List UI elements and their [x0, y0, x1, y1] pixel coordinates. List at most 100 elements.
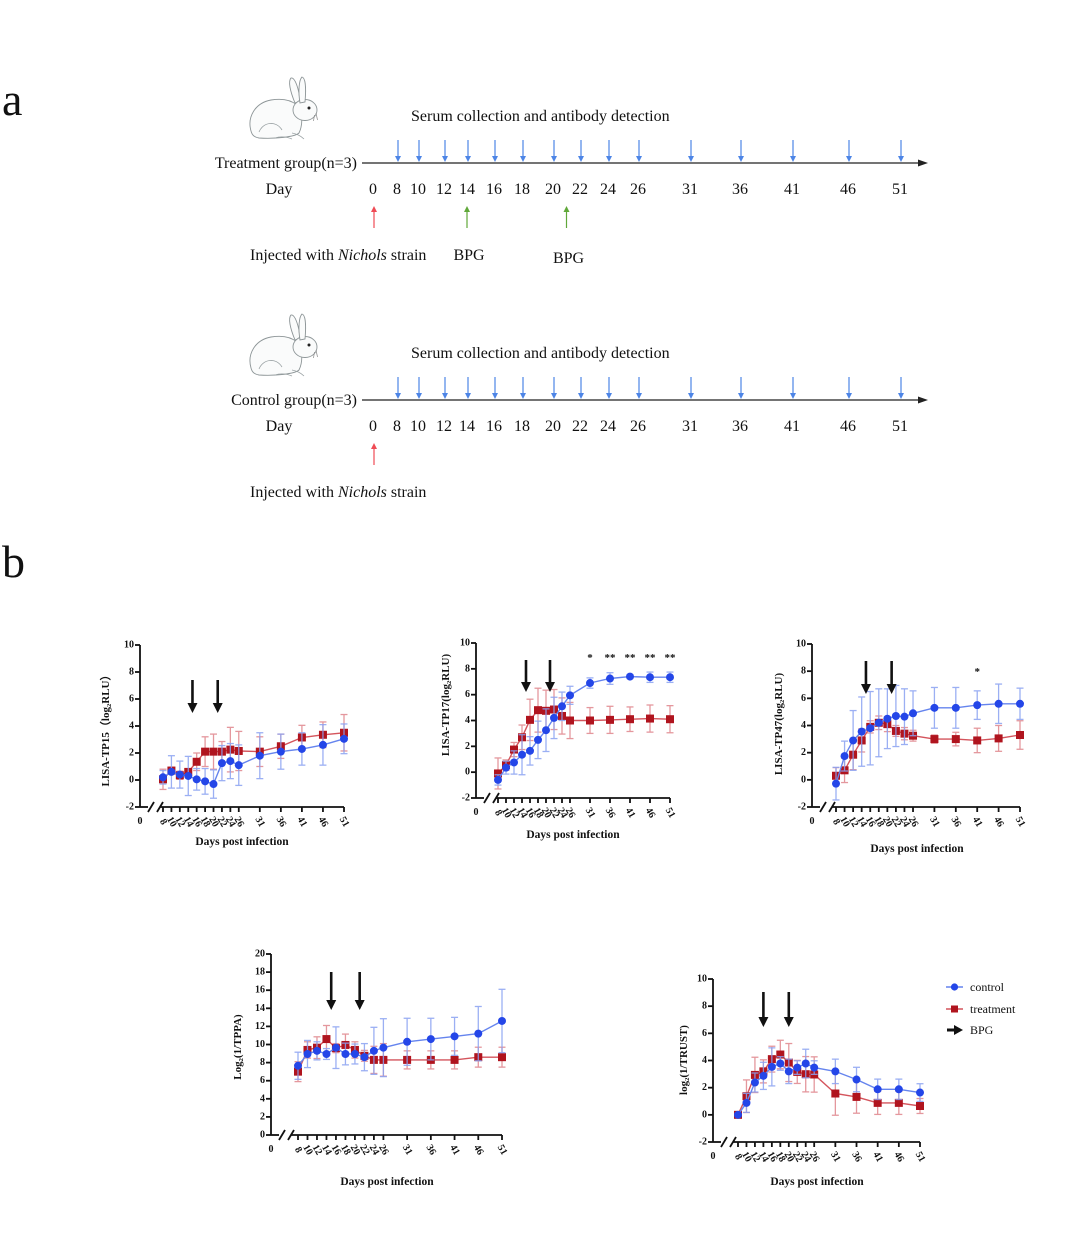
data-point-control [891, 711, 900, 720]
data-point-control [840, 752, 849, 761]
panel-a-timelines: Serum collection and antibody detection T… [215, 76, 928, 501]
data-point-control [542, 726, 550, 735]
data-point-control [379, 1043, 388, 1052]
data-point-control [226, 757, 235, 766]
bpg-label: BPG [553, 250, 585, 267]
x-tick-label: 20 [206, 815, 221, 829]
x-tick-label: 22 [790, 1150, 805, 1164]
day-label: 16 [486, 418, 502, 435]
x-tick-label: 10 [164, 815, 179, 829]
y-tick-label: 2 [260, 1111, 265, 1122]
injection-label-suffix: strain [387, 484, 427, 501]
y-tick-label: 8 [465, 663, 470, 674]
day-label: 10 [410, 181, 426, 198]
day-label: 46 [840, 418, 856, 435]
day-label: 0 [369, 418, 377, 435]
data-point-control [849, 736, 858, 745]
y-tick-label: 4 [465, 715, 470, 726]
data-point-control [558, 702, 566, 711]
data-point-control [518, 750, 526, 759]
data-point-treatment [606, 715, 614, 724]
data-point-treatment [994, 734, 1003, 743]
x-tick-label: 51 [1013, 815, 1028, 829]
data-point-treatment [510, 745, 518, 754]
data-point-control [322, 1050, 331, 1059]
data-point-control [883, 714, 892, 723]
x-origin-label: 0 [269, 1144, 274, 1155]
y-tick-label: 6 [801, 693, 806, 704]
x-axis-title: Days post infection [340, 1176, 434, 1188]
strain-name: Nichols [337, 484, 387, 501]
day-label: 16 [486, 181, 502, 198]
x-tick-label: 51 [337, 815, 352, 829]
sampling-arrow-icon [551, 377, 557, 399]
day-axis-label: Day [266, 418, 293, 435]
data-point-control [606, 674, 614, 683]
data-point-control [750, 1078, 759, 1087]
x-tick-label: 24 [555, 806, 570, 820]
data-point-treatment [566, 716, 574, 725]
y-tick-label: 0 [702, 1109, 707, 1120]
legend-label: treatment [970, 1002, 1016, 1016]
x-tick-label: 18 [531, 806, 546, 820]
x-tick-label: 46 [643, 806, 658, 820]
y-tick-label: 8 [702, 1001, 707, 1012]
significance-marker: * [587, 652, 593, 664]
rabbit-whiskers [313, 349, 318, 359]
x-origin-label: 0 [474, 807, 479, 818]
rabbit-haunch [258, 123, 283, 133]
rabbit-illustration [249, 76, 318, 140]
x-tick-label: 12 [748, 1150, 763, 1164]
x-tick-label: 8 [492, 808, 504, 818]
x-tick-label: 18 [338, 1143, 353, 1157]
data-point-control [255, 751, 264, 760]
timeline-header: Serum collection and antibody detection [411, 345, 670, 362]
sampling-arrow-icon [465, 140, 471, 162]
data-point-control [916, 1088, 924, 1097]
data-point-control [192, 775, 201, 784]
x-tick-label: 36 [274, 815, 289, 829]
day-label: 0 [369, 181, 377, 198]
x-tick-label: 10 [300, 1143, 315, 1157]
data-point-control [810, 1063, 819, 1072]
rabbit-ear-back [289, 77, 301, 104]
x-tick-label: 41 [295, 815, 310, 829]
x-axis-title: Days post infection [870, 843, 964, 855]
bpg-arrow-icon [212, 680, 223, 713]
x-tick-label: 46 [991, 815, 1006, 829]
significance-marker: ** [665, 652, 677, 664]
data-point-treatment [498, 1053, 506, 1062]
day-label: 8 [393, 181, 401, 198]
x-tick-label: 18 [872, 815, 887, 829]
series-treatment [494, 687, 674, 790]
sampling-arrow-icon [492, 377, 498, 399]
x-tick-label: 12 [310, 1143, 325, 1157]
x-tick-label: 41 [970, 815, 985, 829]
x-tick-label: 46 [316, 815, 331, 829]
bpg-arrow-icon [860, 661, 871, 694]
data-point-treatment [586, 716, 594, 725]
legend-arrowhead-icon [954, 1025, 963, 1035]
sampling-arrow-icon [442, 140, 448, 162]
x-tick-label: 31 [828, 1150, 843, 1164]
x-tick-label: 18 [773, 1150, 788, 1164]
legend-item-control: control [946, 980, 1005, 994]
timeline-control: Serum collection and antibody detection C… [231, 313, 928, 501]
rabbit-head [292, 99, 318, 121]
sampling-arrow-icon [492, 140, 498, 162]
data-point-control [510, 758, 518, 767]
x-tick-label: 22 [547, 806, 562, 820]
data-point-treatment [852, 1092, 861, 1101]
x-tick-label: 26 [376, 1143, 391, 1157]
day-label: 51 [892, 418, 908, 435]
x-tick-label: 16 [863, 815, 878, 829]
group-label: Treatment group(n=3) [215, 155, 357, 172]
rabbit-eye [307, 106, 311, 110]
data-point-control [159, 773, 167, 782]
x-tick-label: 10 [499, 806, 514, 820]
data-point-control [340, 734, 348, 743]
y-tick-label: 4 [702, 1055, 707, 1066]
data-point-control [312, 1046, 321, 1055]
x-tick-label: 24 [223, 815, 238, 829]
y-tick-label: 4 [260, 1093, 265, 1104]
